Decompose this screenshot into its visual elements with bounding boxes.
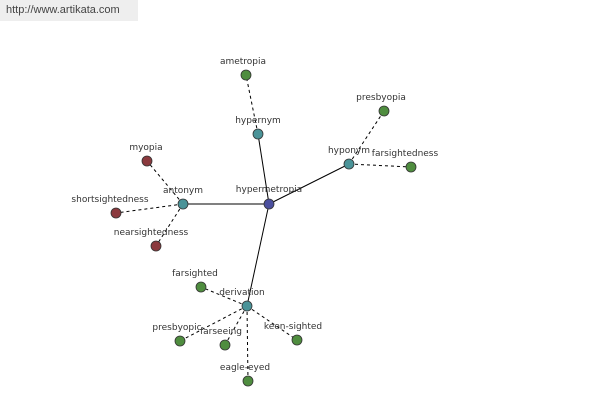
node[interactable] [141,155,153,167]
node-label: nearsightedness [114,228,189,238]
node[interactable] [195,281,207,293]
edge [268,163,350,205]
node-label: ametropia [220,57,266,67]
node[interactable] [174,335,186,347]
node-label: farsighted [172,269,218,279]
edge [257,133,270,205]
node[interactable] [378,105,390,117]
node-label: derivation [219,288,265,298]
dashed-edge [224,305,248,346]
node-label: eagle-eyed [220,363,270,373]
header: http://www.artikata.com [0,0,138,21]
node[interactable] [110,207,122,219]
node-label: shortsightedness [71,195,148,205]
node-label: hypermetropia [236,185,302,195]
node-label: hyponym [328,146,370,156]
dashed-edge [155,203,184,247]
node-label: farsightedness [372,149,439,159]
node[interactable] [241,300,253,312]
dashed-edge [246,305,249,382]
node[interactable] [405,161,417,173]
dashed-edge [115,203,184,214]
node[interactable] [177,198,189,210]
node-label: hypernym [235,116,281,126]
node[interactable] [252,128,264,140]
url[interactable]: http://www.artikata.com [6,4,120,16]
dashed-edge [348,163,412,168]
node[interactable] [343,158,355,170]
node[interactable] [219,339,231,351]
dashed-edge [179,305,248,342]
dashed-edge [146,160,184,205]
node[interactable] [240,69,252,81]
node-label: keen-sighted [264,322,322,332]
dashed-edge [245,74,259,135]
dashed-edge [348,110,385,165]
node-label: myopia [129,143,162,153]
node[interactable] [242,375,254,387]
node-label: presbyopic [152,323,201,333]
node[interactable] [291,334,303,346]
edge [246,203,270,307]
node[interactable] [150,240,162,252]
node-label: presbyopia [356,93,406,103]
node[interactable] [263,198,275,210]
dashed-edge [246,305,298,341]
node-label: antonym [163,186,203,196]
dashed-edge [200,286,248,307]
node-label: farseeing [200,327,242,337]
